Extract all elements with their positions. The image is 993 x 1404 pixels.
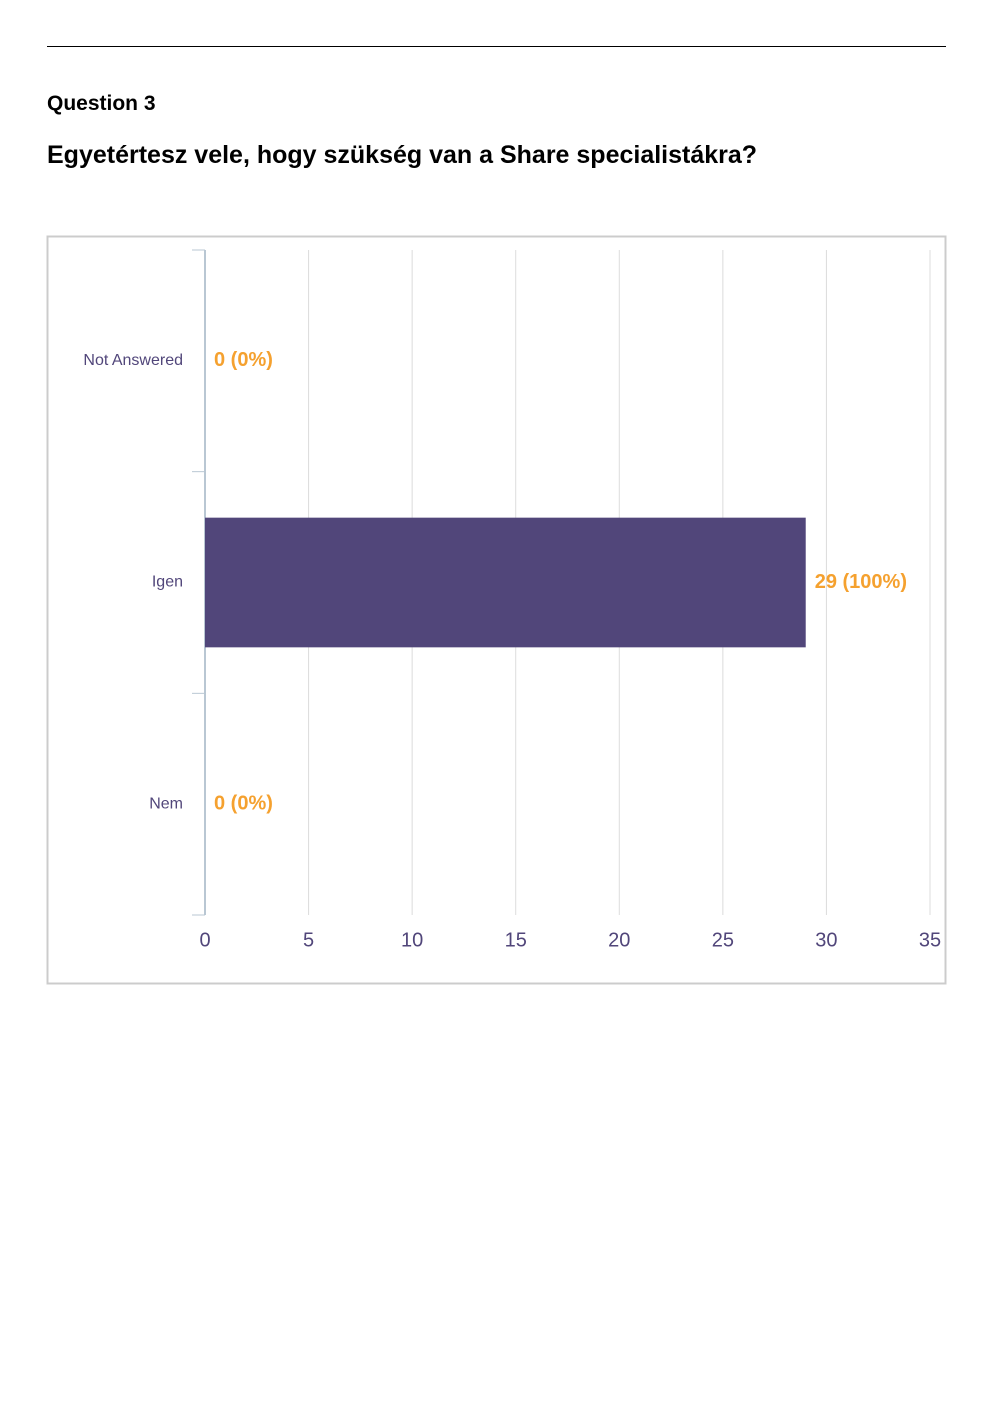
category-label: Not Answered [83,352,183,369]
x-tick-label: 35 [919,929,941,951]
x-tick-label: 30 [815,929,837,951]
x-tick-label: 0 [199,929,210,951]
x-tick-label: 5 [303,929,314,951]
divider [47,46,946,47]
value-label: 29 (100%) [815,571,907,593]
x-tick-label: 20 [608,929,630,951]
bar [205,517,806,648]
value-label: 0 (0%) [214,349,273,371]
x-tick-label: 25 [712,929,734,951]
x-tick-label: 10 [401,929,423,951]
chart-frame [46,235,947,985]
x-tick-label: 15 [505,929,527,951]
category-label: Nem [149,795,183,812]
question-label: Question 3 [47,92,156,115]
category-label: Igen [152,574,183,591]
value-label: 0 (0%) [214,792,273,814]
question-text: Egyetértesz vele, hogy szükség van a Sha… [47,141,758,169]
